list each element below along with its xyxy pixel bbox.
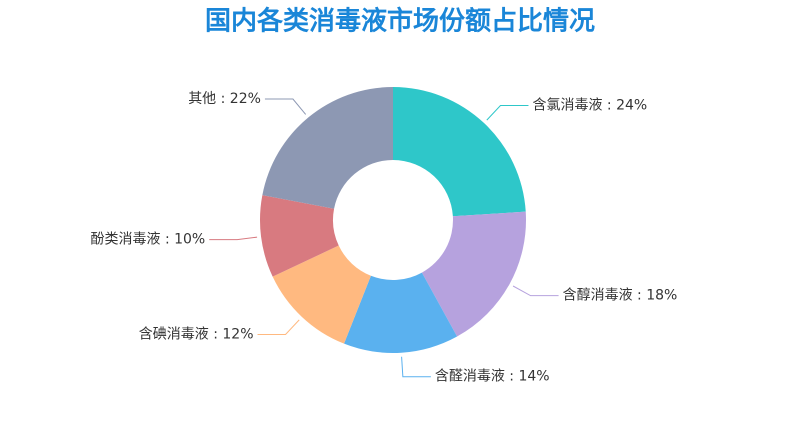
data-label: 含碘消毒液 : 12% xyxy=(139,326,254,342)
leader-line xyxy=(264,98,307,115)
leader-line xyxy=(209,236,258,241)
chart-title: 国内各类消毒液市场份额占比情况 xyxy=(205,6,595,37)
leader-line xyxy=(257,319,300,335)
leader-line xyxy=(401,356,431,378)
donut-slice xyxy=(393,87,526,217)
leader-line xyxy=(486,105,529,121)
donut-slice xyxy=(344,272,458,354)
donut-slice xyxy=(272,245,371,344)
data-label: 含醛消毒液 : 14% xyxy=(435,369,550,385)
leader-line xyxy=(512,285,559,297)
data-label: 含醇消毒液 : 18% xyxy=(563,287,678,304)
donut-slice xyxy=(421,211,526,337)
donut-slice xyxy=(262,87,393,209)
donut-slice xyxy=(260,195,339,277)
data-label: 酚类消毒液 : 10% xyxy=(91,232,206,248)
data-label: 含氯消毒液 : 24% xyxy=(532,98,647,114)
data-label: 其他 : 22% xyxy=(188,91,261,107)
